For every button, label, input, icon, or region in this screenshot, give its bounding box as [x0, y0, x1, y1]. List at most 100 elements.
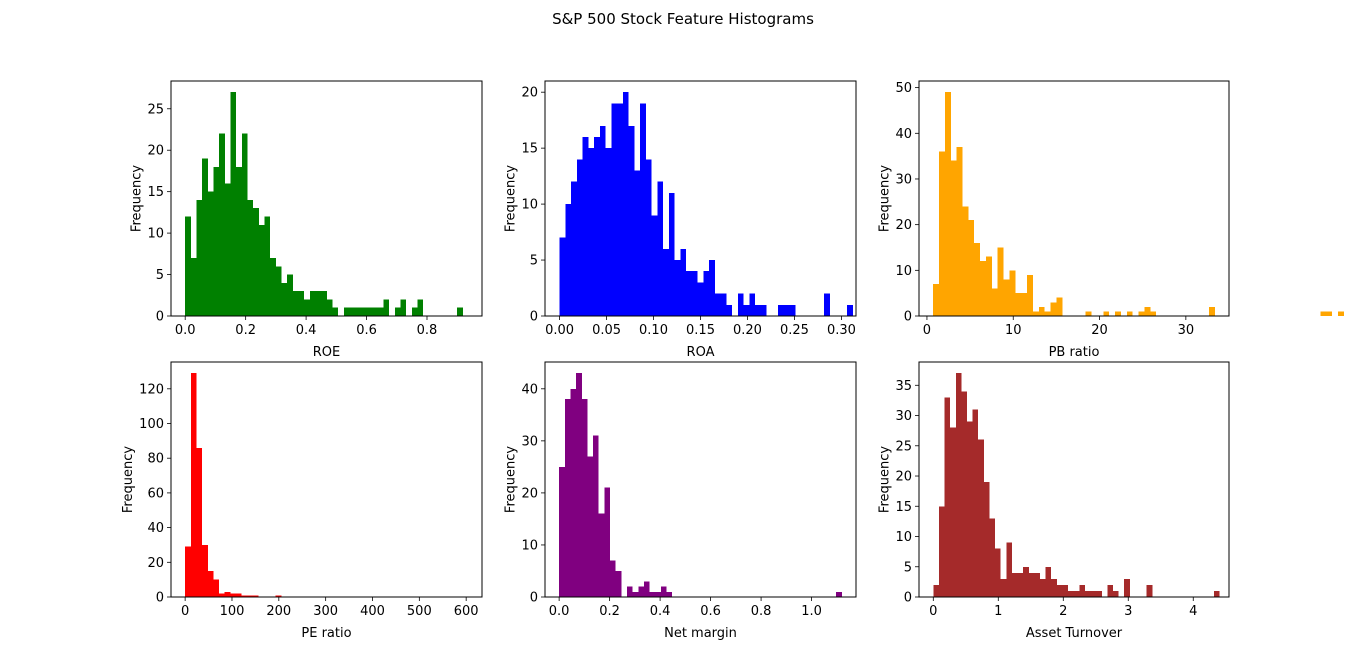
histogram-bar	[258, 224, 265, 316]
histogram-bar	[281, 282, 288, 316]
histogram-bar	[720, 293, 727, 316]
histogram-bar	[565, 204, 572, 316]
x-axis-label: ROE	[313, 345, 340, 360]
histogram-bar	[185, 546, 191, 597]
histogram-bar	[298, 291, 305, 316]
histogram-bar	[377, 307, 384, 316]
y-tick-label: 20	[521, 486, 538, 501]
histogram-bar	[709, 260, 715, 316]
y-tick-label: 10	[521, 538, 538, 553]
histogram-bar	[587, 456, 594, 597]
y-tick-label: 5	[904, 560, 912, 575]
histogram-bar	[292, 291, 299, 316]
histogram-bar	[559, 466, 565, 597]
histogram-bar	[997, 247, 1004, 316]
histogram-bar	[950, 427, 956, 597]
histogram-bar	[645, 159, 652, 316]
histogram-bar	[968, 220, 975, 316]
histogram-bar	[207, 570, 214, 597]
histogram-bar	[1034, 572, 1040, 597]
histogram-bar	[321, 291, 327, 316]
histogram-bar	[703, 271, 710, 316]
y-tick-label: 35	[895, 379, 912, 394]
histogram-bar	[360, 307, 367, 316]
x-tick-label: 0.20	[733, 323, 762, 338]
y-tick-label: 60	[147, 486, 164, 501]
y-tick-label: 100	[139, 417, 164, 432]
histogram-bar	[1023, 566, 1029, 597]
histogram-bar	[983, 482, 990, 597]
histogram-bar	[236, 166, 242, 316]
histogram-5: 0.0 0.2 0.4 0.6 0.8 1.0 0 10 20 30 40 Net margin Fre…	[503, 361, 857, 641]
histogram-bar	[991, 288, 998, 316]
histogram-bar	[972, 409, 979, 597]
x-tick-label: 300	[313, 604, 338, 619]
histogram-bar	[638, 586, 644, 597]
x-tick-label: 0	[181, 604, 189, 619]
histogram-bar	[743, 304, 750, 316]
histogram-bar	[978, 439, 984, 597]
histogram-bar	[634, 170, 641, 316]
histogram-bar	[691, 271, 698, 316]
x-tick-label: 4	[1189, 604, 1197, 619]
histogram-bar	[1009, 270, 1016, 316]
histogram-bar	[372, 307, 378, 316]
histogram-bar	[202, 544, 208, 597]
y-tick-label: 0	[530, 591, 538, 606]
histogram-bar	[1027, 274, 1033, 316]
histogram-bar	[588, 148, 595, 316]
histogram-bar	[1011, 572, 1018, 597]
histogram-bar	[1032, 311, 1039, 316]
histogram-bar	[778, 304, 784, 316]
histogram-bar	[236, 593, 242, 597]
y-tick-label: 15	[521, 142, 538, 157]
histogram-bar	[985, 256, 992, 316]
histogram-bar	[366, 307, 373, 316]
x-tick-label: 0.15	[686, 323, 715, 338]
histogram-bar	[697, 282, 704, 316]
histogram-bar	[1045, 566, 1052, 597]
histogram-bar	[332, 307, 339, 316]
histogram-bar	[1138, 311, 1145, 316]
histogram-bar	[230, 593, 237, 597]
y-tick-label: 50	[895, 81, 912, 96]
histogram-bar	[611, 103, 618, 316]
histogram-bar	[950, 160, 957, 316]
y-tick-label: 10	[147, 227, 164, 242]
histogram-bar	[640, 103, 646, 316]
histogram-bar	[626, 586, 633, 597]
histogram-bar	[1326, 311, 1333, 316]
histogram-bar	[824, 293, 830, 316]
y-tick-label: 0	[530, 310, 538, 325]
y-tick-label: 20	[521, 86, 538, 101]
histogram-bar	[789, 304, 796, 316]
y-tick-label: 10	[895, 264, 912, 279]
histogram-bar	[674, 260, 681, 316]
histogram-bar	[939, 151, 945, 316]
histogram-bar	[571, 181, 577, 316]
x-tick-label: 0.25	[780, 323, 809, 338]
histogram-bar	[213, 579, 220, 597]
y-axis-label: Frequency	[129, 165, 144, 232]
histogram-4: 0 100 200 300 400 500 600 0 20 40 60 80 100 120 PE rat…	[121, 361, 483, 641]
histogram-bar	[737, 293, 744, 316]
histogram-bar	[309, 291, 316, 316]
histogram-bar	[1028, 572, 1035, 597]
y-tick-label: 0	[904, 310, 912, 325]
x-tick-label: 1.0	[801, 604, 822, 619]
histogram-bar	[1051, 578, 1057, 597]
histogram-bar	[559, 237, 566, 316]
histogram-bar	[594, 136, 600, 316]
y-tick-label: 30	[895, 409, 912, 424]
y-tick-label: 5	[156, 268, 164, 283]
histogram-bar	[1090, 590, 1097, 597]
histogram-bar	[1150, 311, 1157, 316]
histogram-bar	[628, 125, 635, 316]
histogram-bar	[995, 548, 1001, 597]
histogram-6: 0 1 2 3 4 0 5 10 15 20 25 30 35 Asset Turnover Frequen…	[877, 361, 1230, 641]
histogram-bar	[760, 304, 767, 316]
histogram-bar	[230, 92, 237, 316]
histogram-bar	[213, 166, 220, 316]
x-axis-label: PB ratio	[1049, 345, 1100, 360]
